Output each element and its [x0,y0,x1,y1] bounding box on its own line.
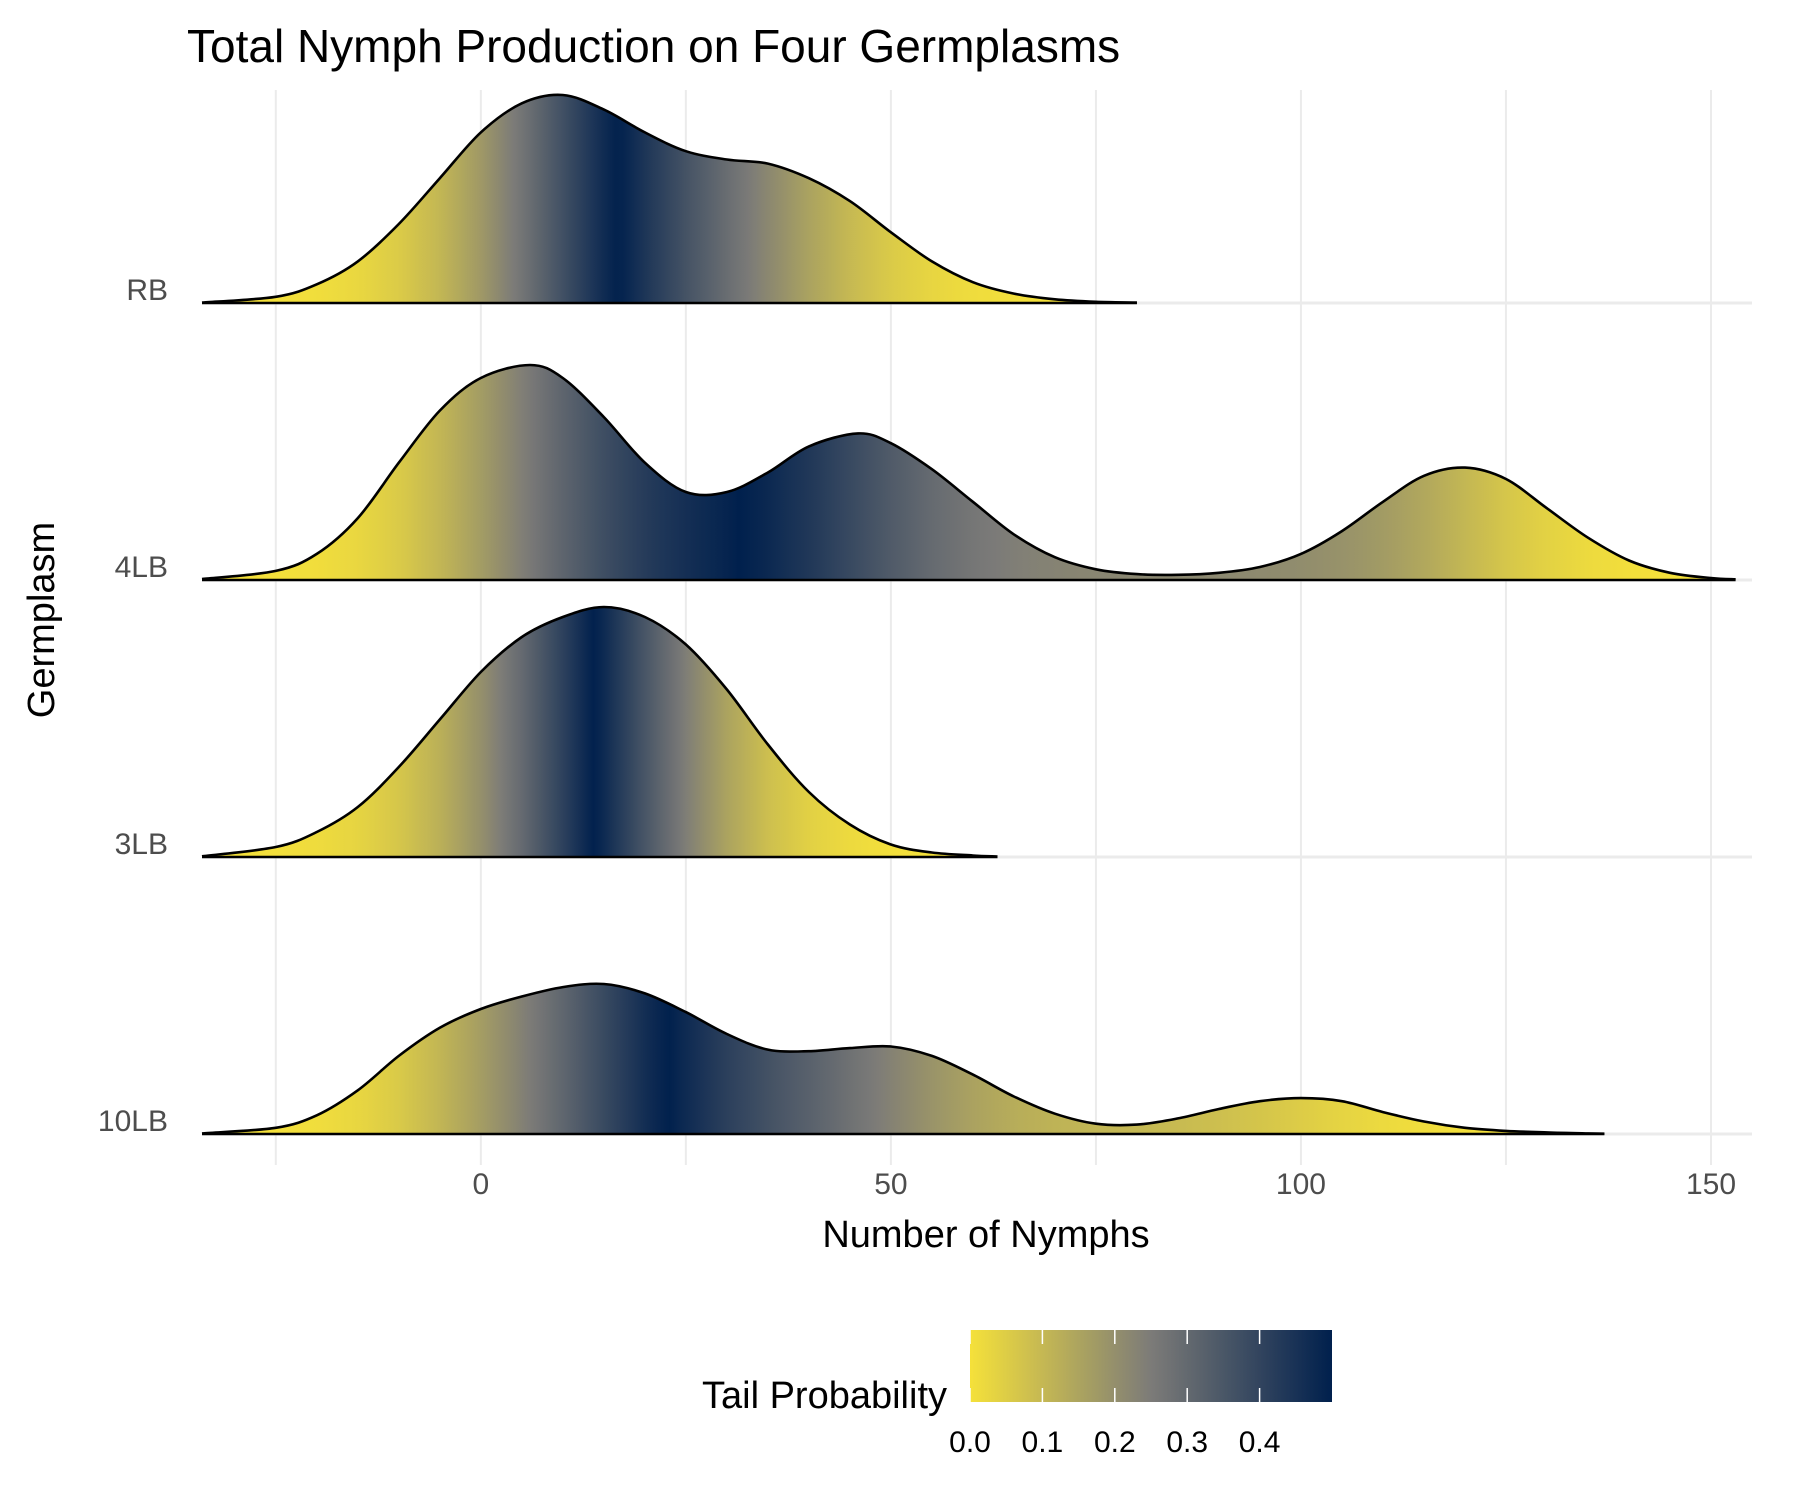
legend-tick-label: 0.3 [1166,1426,1208,1459]
ridge-4LB [201,363,1736,582]
x-tick-label: 150 [1686,1168,1736,1201]
ridge-RB [201,93,1137,305]
density-area-RB [202,94,1137,303]
y-tick-label: 10LB [98,1105,168,1138]
legend-tick-label: 0.4 [1239,1426,1281,1459]
x-tick-label: 50 [874,1168,907,1201]
y-tick-label: RB [126,274,168,307]
x-tick-labels: 0 50 100 150 [472,1168,1736,1201]
legend-colorbar [970,1330,1332,1402]
y-tick-labels: 10LB 3LB 4LB RB [98,274,168,1138]
density-line-4LB [201,363,1736,581]
y-axis-title: Germplasm [21,522,63,718]
legend-tick-label: 0.1 [1022,1426,1064,1459]
legend-tick-label: 0.2 [1094,1426,1136,1459]
density-line-RB [201,93,1137,304]
x-axis-title: Number of Nymphs [822,1214,1149,1256]
ridges [201,93,1736,1136]
density-line-10LB [201,982,1605,1135]
density-line-3LB [201,605,998,858]
density-area-4LB [202,365,1736,580]
ridge-3LB [201,605,998,859]
x-tick-label: 100 [1276,1168,1326,1201]
ridge-10LB [201,982,1605,1136]
density-area-10LB [202,983,1605,1134]
y-tick-label: 4LB [115,551,168,584]
legend-tick-label: 0.0 [949,1426,991,1459]
x-tick-label: 0 [472,1168,489,1201]
chart-title: Total Nymph Production on Four Germplasm… [187,20,1120,72]
legend: Tail Probability 0.0 0.1 0.2 0.3 0.4 [702,1330,1332,1459]
legend-ticks: 0.0 0.1 0.2 0.3 0.4 [949,1330,1280,1459]
y-tick-label: 3LB [115,828,168,861]
density-area-3LB [202,607,998,857]
legend-title: Tail Probability [702,1375,947,1417]
